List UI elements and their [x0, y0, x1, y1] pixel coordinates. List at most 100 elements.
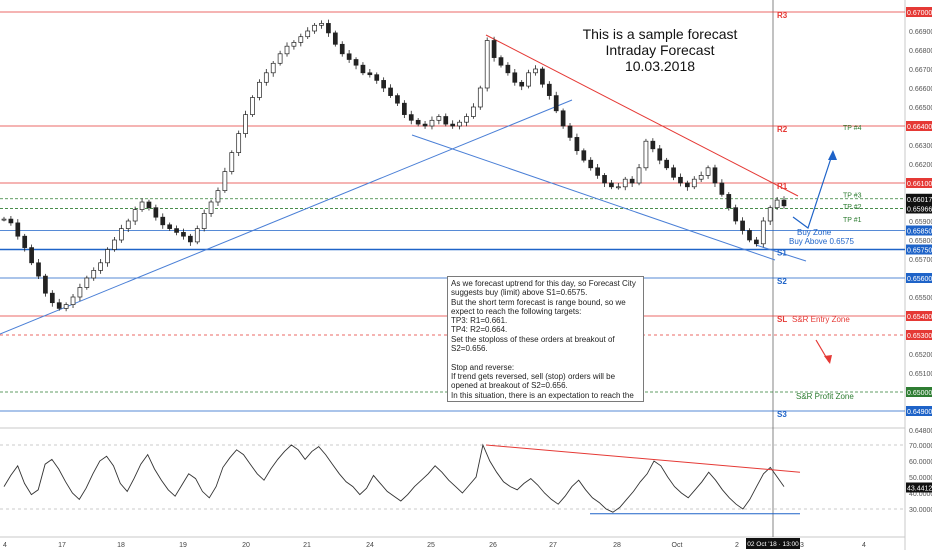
candle-body [533, 68, 538, 74]
price-tag [906, 193, 932, 204]
price-tag-label: 0.65300 [907, 333, 932, 340]
chart-title: This is a sample forecast Intraday Forec… [560, 26, 760, 74]
time-highlight-tag [746, 538, 800, 549]
oscillator-panel: 70.0000 60.0000 50.0000 40.0000 30.0000 43.44… [0, 443, 932, 515]
time-tick-label: 20 [242, 542, 250, 549]
note-line-5: Set the stoploss of these orders at brea… [451, 334, 615, 354]
buy-above-label: Buy Above 0.6575 [789, 237, 854, 246]
candle-body [491, 40, 497, 58]
candle-body [353, 59, 359, 66]
candle-body [346, 53, 352, 60]
level-name-label: S2 [777, 277, 787, 286]
candle-body [436, 116, 442, 121]
candle-body [553, 95, 559, 112]
candle-body [595, 167, 600, 176]
price-tag [906, 7, 932, 17]
price-tag [906, 121, 932, 131]
osc-tick-label: 70.0000 [909, 443, 932, 450]
candle-body [29, 247, 34, 264]
candle-body [236, 133, 242, 153]
candle-body [125, 220, 131, 229]
candle-body [519, 81, 525, 87]
candle-body [188, 235, 193, 243]
time-highlight-label: 02 Oct '18 · 13:00 [747, 541, 799, 548]
price-tag-label: 0.65750 [907, 248, 932, 255]
candle-body [360, 64, 366, 74]
price-tag [906, 273, 932, 283]
price-tick-label: 0.65900 [909, 219, 932, 226]
candle-body [395, 95, 400, 104]
lower-channel-line [411, 134, 776, 261]
note-gap [451, 353, 640, 362]
time-tick-label: 21 [303, 542, 311, 549]
candle-body [319, 23, 324, 26]
price-tag-label: 0.66400 [907, 124, 932, 131]
candle-body [49, 292, 55, 304]
price-tick-label: 0.65800 [909, 238, 932, 245]
title-line-3: 10.03.2018 [624, 58, 696, 74]
candle-body [471, 106, 476, 117]
candle-body [698, 175, 704, 180]
price-tag-label: 0.65966 [907, 206, 932, 213]
price-tag-label: 0.64900 [907, 409, 932, 416]
price-tick-label: 0.66600 [909, 86, 932, 93]
osc-tick-label: 50.0000 [909, 475, 932, 482]
candle-body [567, 125, 573, 138]
price-tick-label: 0.66500 [909, 105, 932, 112]
price-tag [906, 330, 932, 340]
candle-body [132, 209, 138, 222]
candle-body [194, 228, 200, 243]
time-tick-label: 27 [549, 542, 557, 549]
candle-body [105, 249, 110, 264]
candle-body [84, 277, 90, 288]
level-name-label: R3 [777, 11, 788, 20]
candle-body [505, 64, 511, 74]
candle-body [118, 228, 124, 241]
price-tick-label: 0.66900 [909, 29, 932, 36]
candle-body [588, 159, 594, 169]
price-tick-label: 0.65100 [909, 371, 932, 378]
price-axis: 0.66900 0.66800 0.66700 0.66600 0.66500 0.663… [906, 7, 932, 435]
target-label: TP #2 [843, 204, 862, 211]
candle-body [457, 121, 462, 127]
candle-body [305, 30, 311, 38]
candle-body [685, 182, 690, 188]
trendlines [0, 34, 837, 364]
candle-body [671, 167, 676, 178]
candle-body [215, 190, 221, 203]
upper-channel-line [485, 34, 799, 197]
candle-body [77, 287, 83, 298]
title-line-2: Intraday Forecast [605, 42, 715, 58]
candle-body [277, 53, 283, 64]
candle-body [560, 110, 566, 127]
candle-body [160, 216, 166, 226]
candle-body [691, 178, 697, 188]
candle-body [636, 167, 642, 184]
candle-body [512, 72, 518, 83]
note-line-2: But the short term forecast is range bou… [451, 297, 626, 316]
candle-body [181, 232, 186, 237]
candle-body [781, 199, 787, 207]
price-tag-label: 0.65600 [907, 276, 932, 283]
candle-body [388, 87, 393, 96]
support-extension-line [755, 244, 807, 262]
candle-body [429, 119, 435, 127]
note-line-7: If trend gets reversed, sell (stop) orde… [451, 371, 616, 391]
note-line-4: TP4: R2=0.664. [451, 325, 508, 335]
candle-body [643, 140, 649, 169]
candle-body [581, 150, 587, 161]
candle-body [70, 296, 76, 305]
target-label: TP #3 [843, 192, 862, 199]
candle-body [222, 171, 228, 191]
candle-body [415, 119, 421, 125]
candle-body [408, 114, 414, 121]
candle-body [678, 176, 683, 184]
price-tag-label: 0.65000 [907, 390, 932, 397]
candle-body [540, 68, 545, 85]
candle-body [443, 116, 449, 125]
time-tick-label: 25 [427, 542, 435, 549]
price-tick-label: 0.65500 [909, 295, 932, 302]
target-label: TP #1 [843, 217, 862, 224]
note-line-3: TP3: R1=0.661. [451, 316, 508, 326]
time-tick-label: 24 [366, 542, 374, 549]
